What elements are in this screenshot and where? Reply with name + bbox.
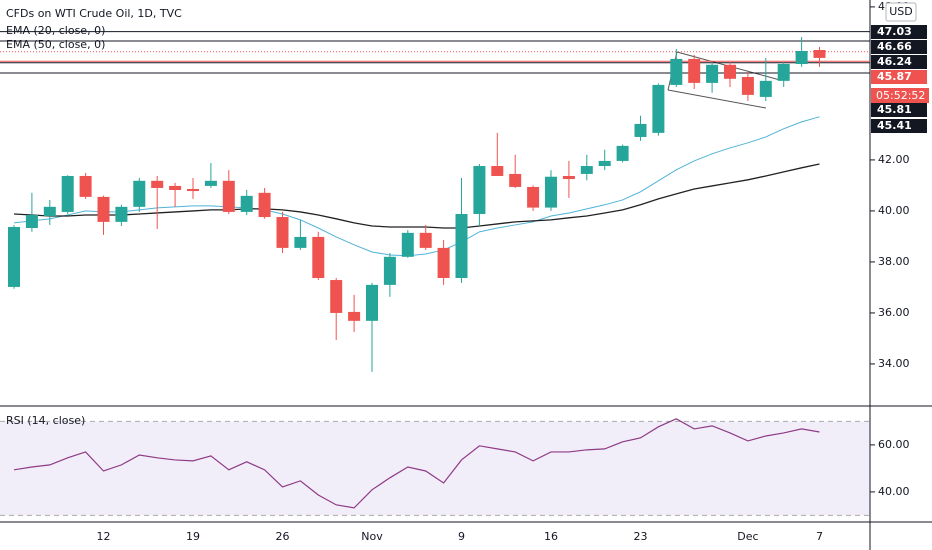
y-tick-label: 60.00 [878,438,910,451]
y-tick-label: 36.00 [878,306,910,319]
candle-body [670,58,683,85]
candle-body [688,58,701,83]
candle-body [545,176,557,208]
candle-body [61,175,74,212]
x-tick-label: 12 [97,530,111,543]
ema-line [13,116,820,257]
candle-body [258,192,271,218]
candle-body [151,180,164,188]
price-label-box [871,40,927,54]
x-tick-label: 26 [276,530,290,543]
drawing-line [667,89,767,109]
candle-body [115,206,128,222]
x-tick-label: 19 [186,530,200,543]
candle-body [473,166,486,214]
candle-body [419,232,432,248]
candle-body [652,84,665,133]
candle-body [366,284,378,321]
candle-body [777,64,790,81]
candle-body [187,188,199,192]
candle-body [527,186,540,208]
candle-body [348,311,361,321]
candle-body [240,195,253,212]
candle-body [25,214,38,229]
candle-body [222,180,235,212]
price-label-box [871,103,927,117]
countdown: 05:52:52 [876,89,925,102]
y-tick-label: 38.00 [878,255,910,268]
candle-body [330,280,343,313]
legend-entry: EMA (50, close, 0) [6,38,105,51]
currency-box [885,2,917,22]
legend-entry: EMA (20, close, 0) [6,24,105,37]
candle-body [741,77,754,95]
x-tick-label: 23 [634,530,648,543]
x-tick-label: 9 [458,530,465,543]
candle-body [491,166,504,176]
candle-body [43,206,56,217]
candle-body [8,226,20,287]
ema-line [13,163,820,229]
candle-body [312,236,325,278]
candle-body [598,160,611,167]
price-label: 46.24 [877,55,912,68]
x-tick-label: 16 [544,530,558,543]
candle-body [706,64,719,83]
price-label-box [871,25,927,39]
candle-body [276,217,289,248]
y-tick-label: 42.00 [878,153,910,166]
price-label: 46.66 [877,40,912,53]
currency: USD [889,5,913,18]
y-tick-label: 34.00 [878,357,910,370]
candle-body [562,175,575,180]
candle-body [813,49,826,58]
candle-body [383,256,396,285]
candle-body [795,51,808,65]
candle-body [759,80,772,97]
candle-body [616,145,629,161]
candle-body [401,232,414,257]
candle-body [204,180,217,186]
candle-body [634,123,647,137]
candle-body [79,175,92,197]
candle-body [97,196,110,222]
price-label: 47.03 [877,25,912,38]
candle-body [133,180,146,207]
y-tick-label: 40.00 [878,204,910,217]
y-tick-label: 40.00 [878,485,910,498]
legend-entry: RSI (14, close) [6,414,85,427]
price-label-box [871,119,927,133]
candle-body [294,236,307,248]
price-label: 45.41 [877,119,912,132]
candle-body [509,173,522,187]
chart-title: CFDs on WTI Crude Oil, 1D, TVC [6,7,182,20]
x-tick-label: Dec [737,530,758,543]
candle-body [580,166,593,174]
price-label: 45.81 [877,103,912,116]
candle-body [455,213,468,278]
price-label: 45.87 [877,70,912,83]
candle-body [437,247,450,278]
price-label-box [871,55,927,69]
candle-body [169,185,182,191]
rsi-band [0,421,870,516]
countdown-box [871,88,929,103]
rsi-line [13,418,820,509]
x-tick-label: Nov [361,530,383,543]
price-label-box [871,70,927,84]
x-tick-label: 7 [816,530,823,543]
candle-body [724,64,736,79]
